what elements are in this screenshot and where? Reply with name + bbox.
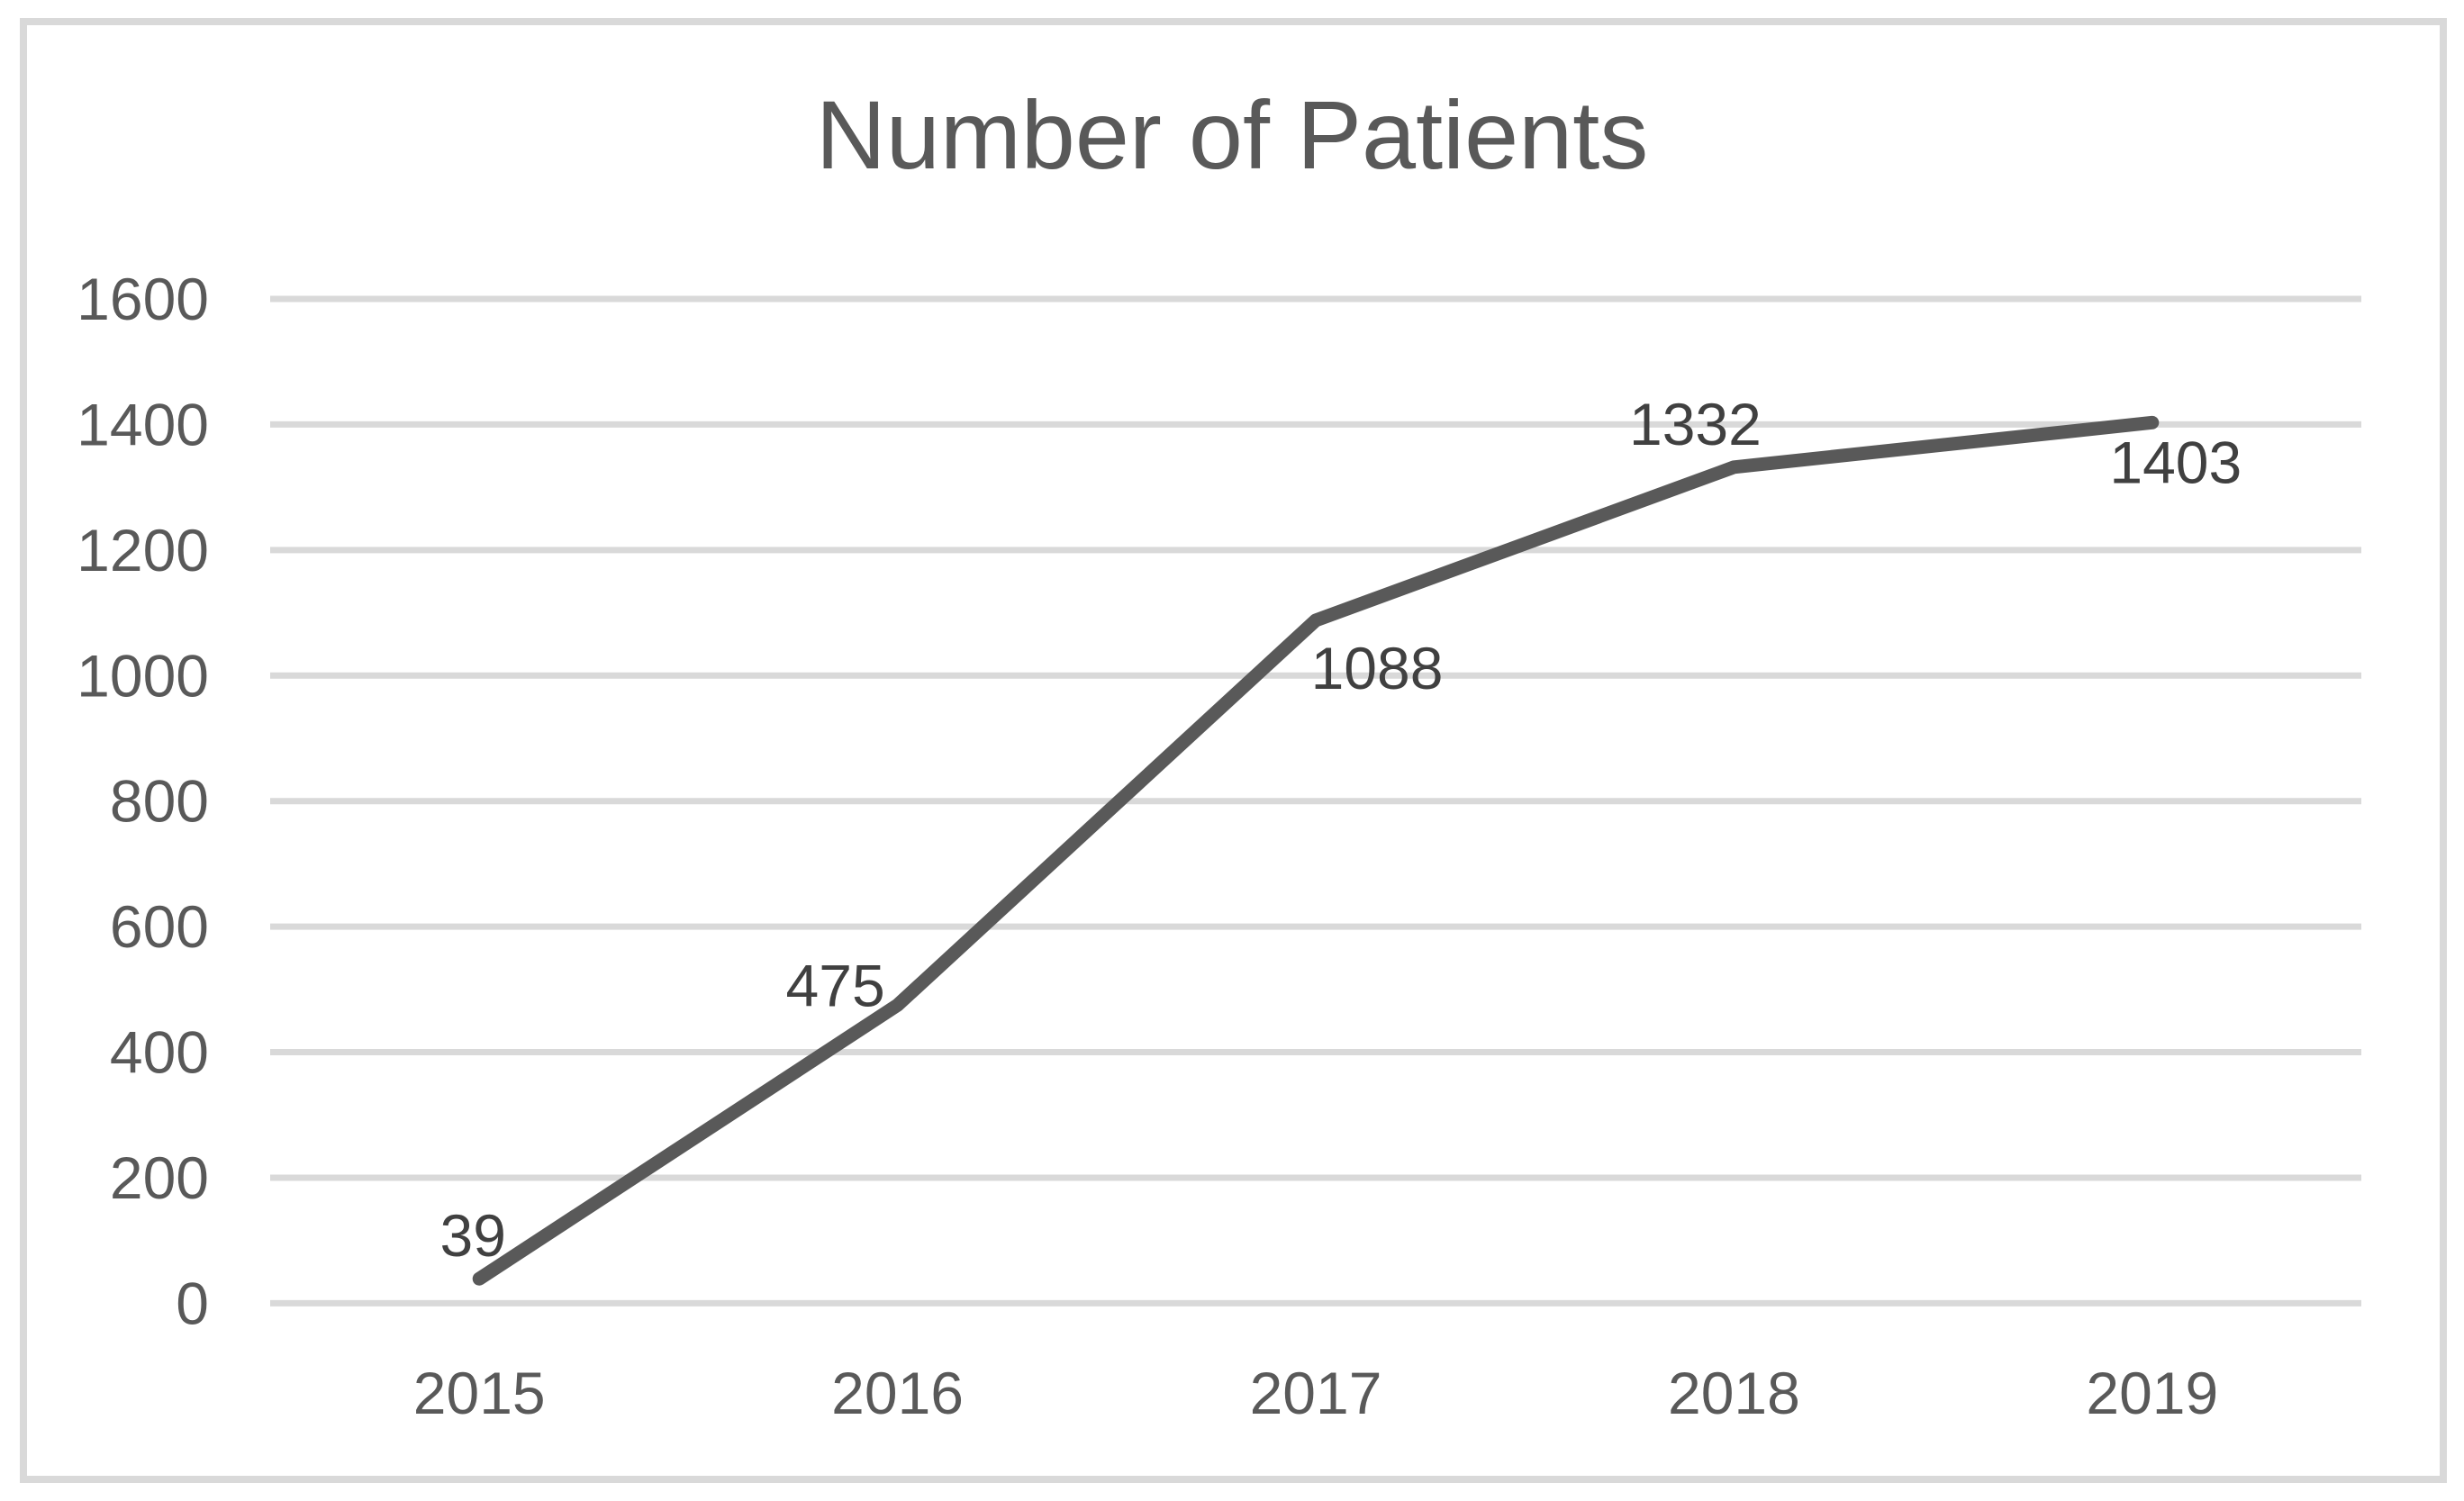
y-axis-tick-label: 800 bbox=[110, 768, 209, 835]
y-axis-tick-label: 0 bbox=[176, 1270, 209, 1336]
x-axis-tick-label: 2018 bbox=[1668, 1360, 1800, 1426]
y-axis-tick-label: 1000 bbox=[77, 642, 209, 709]
x-axis-tick-label: 2017 bbox=[1250, 1360, 1382, 1426]
series-line bbox=[472, 415, 2160, 1286]
data-label: 1403 bbox=[2109, 429, 2242, 495]
data-label: 1332 bbox=[1629, 391, 1762, 457]
data-label: 39 bbox=[439, 1202, 505, 1269]
y-axis-tick-label: 1600 bbox=[77, 266, 209, 332]
y-axis-tick-label: 1400 bbox=[77, 391, 209, 457]
y-axis-tick-label: 200 bbox=[110, 1144, 209, 1211]
chart-title: Number of Patients bbox=[815, 80, 1649, 189]
data-label: 475 bbox=[786, 952, 885, 1018]
y-axis-tick-label: 600 bbox=[110, 893, 209, 960]
data-label: 1088 bbox=[1311, 635, 1444, 701]
y-axis-tick-label: 400 bbox=[110, 1019, 209, 1086]
x-axis-tick-label: 2019 bbox=[2086, 1360, 2218, 1426]
y-axis-tick-label: 1200 bbox=[77, 517, 209, 583]
x-axis-tick-label: 2016 bbox=[831, 1360, 964, 1426]
x-axis-tick-label: 2015 bbox=[413, 1360, 546, 1426]
